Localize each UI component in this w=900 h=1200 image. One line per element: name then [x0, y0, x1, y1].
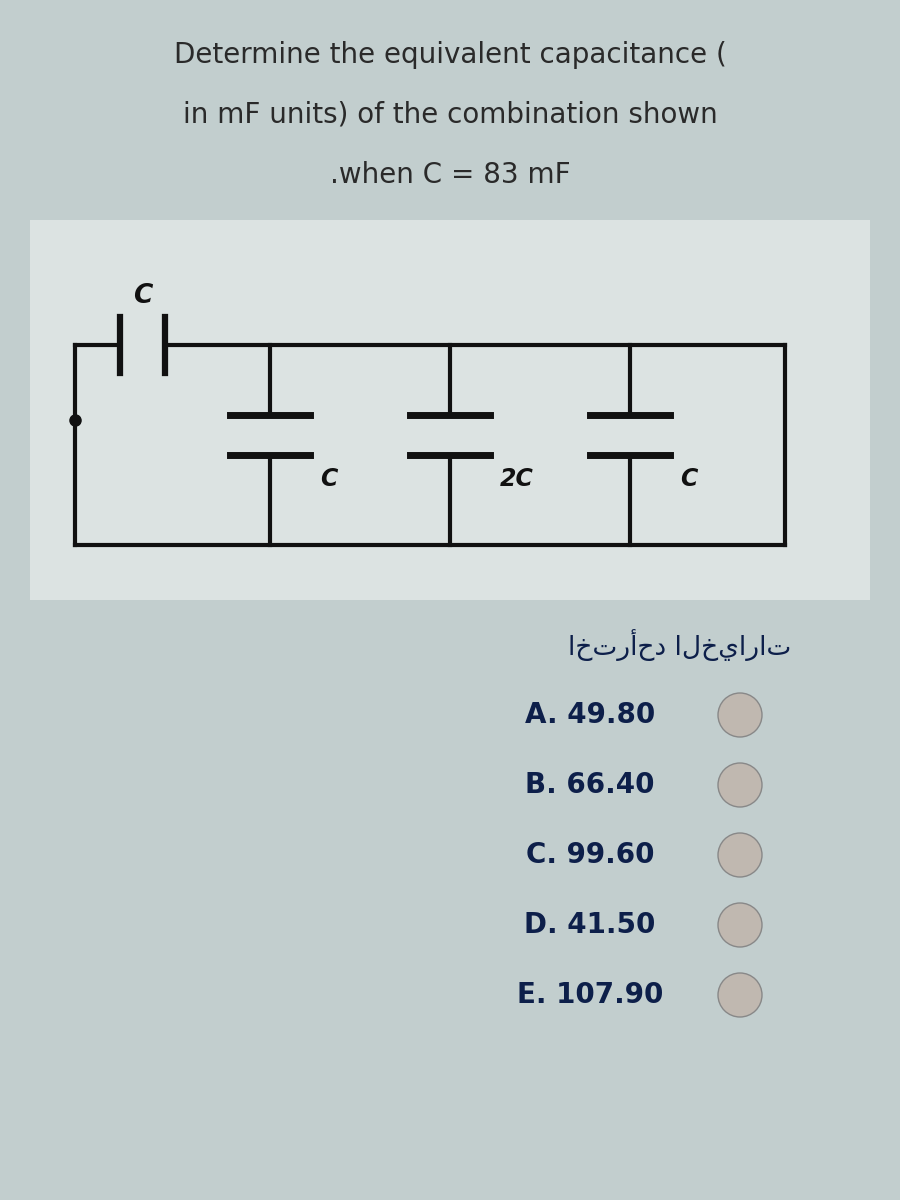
Circle shape: [718, 763, 762, 806]
Text: A. 49.80: A. 49.80: [525, 701, 655, 730]
FancyBboxPatch shape: [30, 220, 870, 600]
Text: C: C: [680, 467, 698, 491]
Text: .when C = 83 mF: .when C = 83 mF: [329, 161, 571, 188]
Text: اخترأحد الخيارات: اخترأحد الخيارات: [569, 629, 792, 661]
Circle shape: [718, 973, 762, 1018]
Circle shape: [718, 902, 762, 947]
Text: D. 41.50: D. 41.50: [525, 911, 656, 938]
Text: E. 107.90: E. 107.90: [517, 982, 663, 1009]
Text: in mF units) of the combination shown: in mF units) of the combination shown: [183, 101, 717, 128]
Text: C. 99.60: C. 99.60: [526, 841, 654, 869]
Circle shape: [718, 694, 762, 737]
Text: C: C: [320, 467, 338, 491]
Text: C: C: [133, 283, 152, 308]
Text: 2C: 2C: [500, 467, 534, 491]
Text: Determine the equivalent capacitance (: Determine the equivalent capacitance (: [174, 41, 726, 68]
Circle shape: [718, 833, 762, 877]
Text: B. 66.40: B. 66.40: [526, 770, 655, 799]
